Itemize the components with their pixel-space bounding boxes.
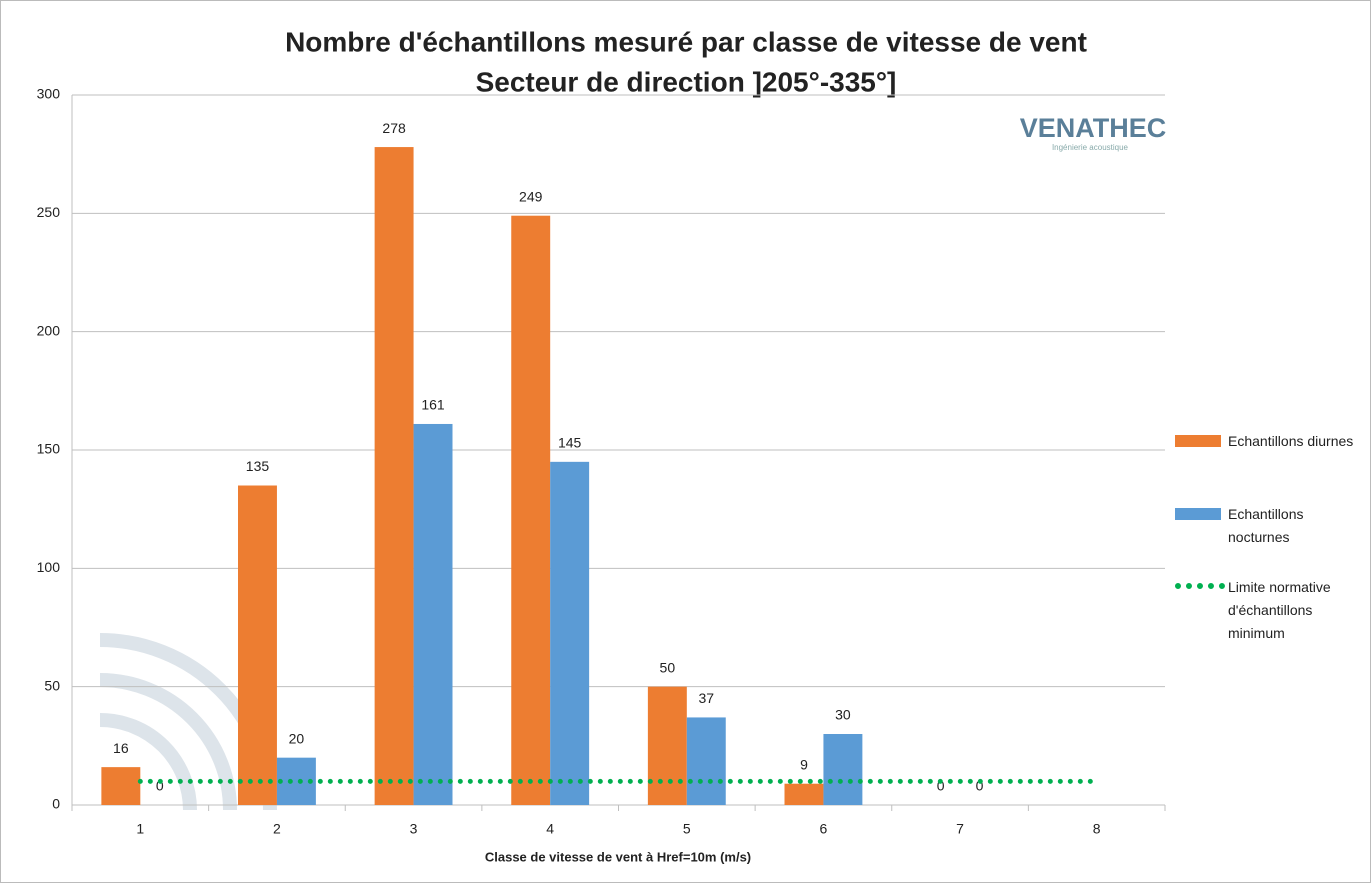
y-tick-label: 200 <box>37 322 61 338</box>
x-tick-label: 4 <box>546 821 554 837</box>
y-tick-label: 50 <box>44 677 60 693</box>
data-label: 249 <box>519 188 543 204</box>
data-label: 9 <box>800 756 808 772</box>
y-tick-label: 150 <box>37 441 61 457</box>
data-label: 37 <box>698 690 714 706</box>
x-tick-label: 5 <box>683 821 691 837</box>
x-tick-label: 6 <box>820 821 828 837</box>
bar <box>686 717 726 805</box>
bar <box>784 783 824 805</box>
data-label: 0 <box>937 778 945 794</box>
y-tick-label: 250 <box>37 204 61 220</box>
bar <box>413 423 453 805</box>
bar <box>550 461 590 805</box>
y-tick-label: 100 <box>37 559 61 575</box>
data-label: 145 <box>558 435 582 451</box>
bar <box>101 767 141 805</box>
bar <box>823 734 863 805</box>
data-label: 20 <box>289 730 305 746</box>
data-label: 16 <box>113 740 129 756</box>
chart-subtitle: Secteur de direction ]205°-335°] <box>476 66 897 97</box>
logo-name: VENATHEC <box>1020 113 1167 143</box>
data-label: 161 <box>421 397 445 413</box>
data-label: 30 <box>835 707 851 723</box>
logo-tagline: Ingénierie acoustique <box>1052 143 1129 152</box>
x-tick-label: 1 <box>136 821 144 837</box>
bar <box>647 686 687 805</box>
x-tick-label: 7 <box>956 821 964 837</box>
bar <box>237 485 277 805</box>
legend-label: Echantillons nocturnes <box>1228 506 1304 545</box>
chart-title: Nombre d'échantillons mesuré par classe … <box>285 26 1087 57</box>
data-label: 278 <box>382 120 406 136</box>
x-axis-label: Classe de vitesse de vent à Href=10m (m/… <box>485 849 751 864</box>
data-label: 0 <box>976 778 984 794</box>
legend-swatch <box>1175 583 1225 589</box>
legend-label: Echantillons diurnes <box>1228 433 1354 449</box>
bar <box>374 147 414 806</box>
bar <box>511 215 551 805</box>
x-tick-label: 8 <box>1093 821 1101 837</box>
y-tick-label: 300 <box>37 86 61 102</box>
data-label: 135 <box>246 458 270 474</box>
legend-label: Limite normative d'échantillons minimum <box>1228 579 1331 641</box>
data-label: 50 <box>660 659 676 675</box>
legend-swatch <box>1175 435 1221 447</box>
x-tick-label: 3 <box>410 821 418 837</box>
data-label: 0 <box>156 778 164 794</box>
x-tick-label: 2 <box>273 821 281 837</box>
legend-swatch <box>1175 508 1221 520</box>
y-tick-label: 0 <box>52 796 60 812</box>
